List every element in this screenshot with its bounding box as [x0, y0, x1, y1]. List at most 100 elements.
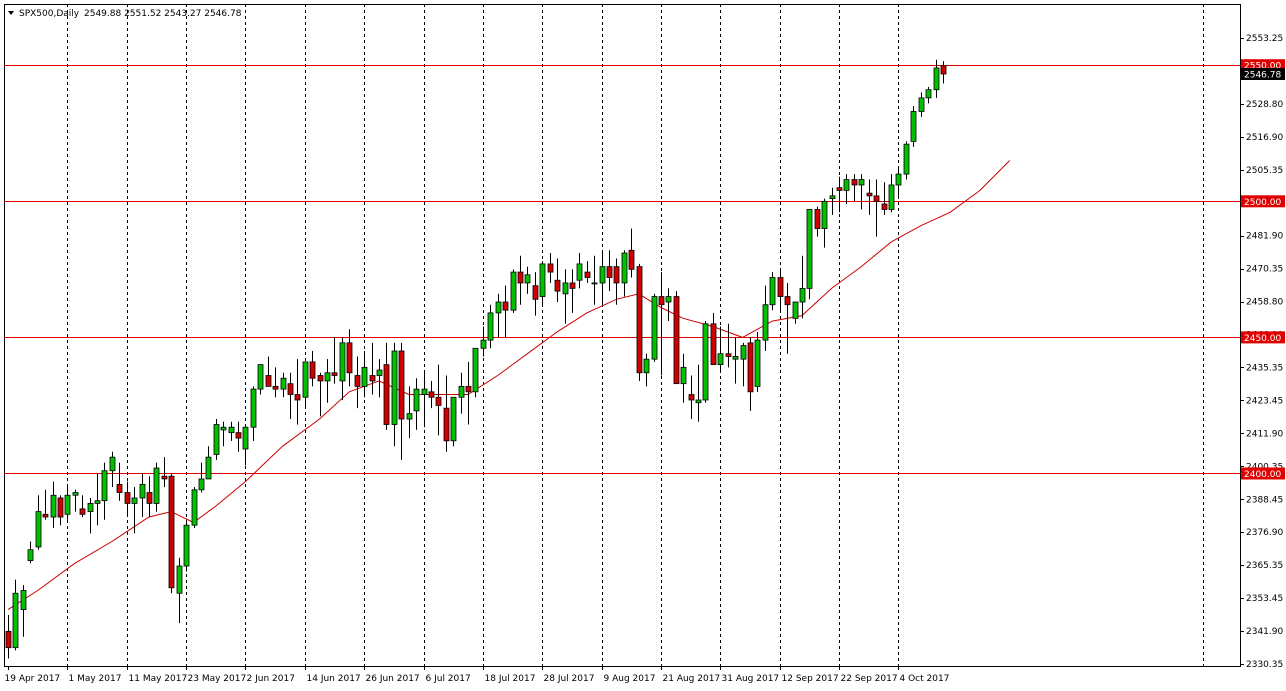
bull-candle — [94, 473, 101, 526]
bear-candle — [398, 342, 405, 460]
bear-candle — [354, 356, 361, 409]
bull-candle — [651, 293, 658, 362]
candle-body — [146, 492, 153, 504]
bear-candle — [383, 342, 390, 430]
bull-candle — [198, 462, 205, 493]
level-badge-text: 2550.00 — [1244, 62, 1281, 72]
candle-body — [116, 483, 123, 493]
bull-candle — [539, 261, 546, 305]
bear-candle — [5, 615, 12, 659]
candle-body — [443, 407, 450, 442]
candle-body — [272, 385, 279, 390]
candle-body — [361, 366, 368, 387]
candle-body — [651, 296, 658, 360]
bull-candle — [101, 462, 108, 520]
bull-candle — [665, 288, 672, 322]
candle-body — [702, 323, 709, 401]
level-badge: 2500.00 — [1241, 195, 1285, 208]
bull-candle — [472, 347, 479, 398]
candle-body — [168, 475, 175, 589]
x-tick-label: 22 Sep 2017 — [841, 674, 898, 684]
x-tick-label: 6 Jul 2017 — [426, 674, 471, 684]
candle-body — [621, 252, 628, 284]
candle-body — [331, 372, 338, 376]
candle-body — [747, 342, 754, 393]
bear-candle — [532, 272, 539, 316]
candle-body — [524, 274, 531, 284]
bear-candle — [331, 337, 338, 384]
bull-candle — [205, 446, 212, 480]
x-tick-label: 9 Aug 2017 — [604, 674, 656, 684]
bull-candle — [213, 419, 220, 460]
bear-candle — [940, 61, 947, 84]
candle-body — [428, 391, 435, 398]
bull-candle — [153, 462, 160, 512]
bull-candle — [391, 342, 398, 447]
candle-body — [851, 179, 858, 186]
candle-body — [191, 489, 198, 526]
bull-candle — [754, 331, 761, 392]
bull-candle — [680, 353, 687, 403]
bear-candle — [294, 359, 301, 425]
moving-average — [7, 160, 1011, 611]
candle-body — [517, 271, 524, 284]
y-tick-label: 2516.90 — [1246, 133, 1283, 143]
candle-body — [606, 266, 613, 278]
candle-body — [695, 399, 702, 404]
candle-body — [829, 195, 836, 199]
candle-body — [658, 296, 665, 306]
candle-body — [784, 296, 791, 306]
bear-candle — [881, 182, 888, 215]
bull-candle — [72, 489, 79, 512]
bull-candle — [576, 253, 583, 289]
candle-body — [680, 366, 687, 385]
bull-candle — [888, 174, 895, 213]
bull-candle — [599, 253, 606, 305]
candle-body — [161, 475, 168, 480]
bear-candle — [265, 356, 272, 387]
candle-body — [584, 271, 591, 278]
bear-candle — [636, 263, 643, 381]
candle-body — [881, 203, 888, 210]
y-tick-label: 2411.90 — [1246, 429, 1283, 439]
candle-body — [369, 375, 376, 382]
bear-candle — [628, 228, 635, 278]
bull-candle — [413, 378, 420, 430]
candle-body — [665, 296, 672, 303]
bear-candle — [369, 342, 376, 395]
candle-body — [933, 67, 940, 91]
bear-candle — [606, 250, 613, 292]
price-axis: 2553.252540.352528.802516.902505.352493.… — [1240, 34, 1283, 670]
candle-body — [57, 497, 64, 518]
y-tick-label: 2481.90 — [1246, 232, 1283, 242]
current-price-badge-bg — [1241, 67, 1285, 80]
y-tick-label: 2388.45 — [1246, 495, 1283, 505]
bull-candle — [20, 585, 27, 637]
bull-candle — [829, 187, 836, 215]
bear-candle — [146, 476, 153, 518]
x-tick-label: 11 May 2017 — [129, 674, 188, 684]
candle-body — [673, 296, 680, 385]
dropdown-triangle-icon[interactable] — [8, 11, 14, 15]
candle-body — [205, 456, 212, 480]
bull-candle — [421, 370, 428, 428]
bear-candle — [428, 380, 435, 409]
candle-body — [688, 394, 695, 401]
bear-candle — [873, 179, 880, 237]
candle-body — [925, 89, 932, 99]
candle-body — [383, 364, 390, 425]
bull-candle — [717, 326, 724, 371]
bull-candle — [858, 174, 865, 210]
bull-candle — [843, 174, 850, 205]
level-badge-bg — [1241, 195, 1285, 208]
bear-candle — [161, 457, 168, 488]
candle-body — [866, 192, 873, 197]
y-tick-label: 2376.90 — [1246, 528, 1283, 538]
current-price-badge-text: 2546.78 — [1244, 70, 1281, 80]
level-badge: 2400.00 — [1241, 467, 1285, 480]
level-badge-bg — [1241, 331, 1285, 344]
y-tick-label: 2528.80 — [1246, 100, 1283, 110]
bull-candle — [524, 266, 531, 294]
bull-candle — [131, 487, 138, 534]
bear-candle — [502, 285, 509, 338]
